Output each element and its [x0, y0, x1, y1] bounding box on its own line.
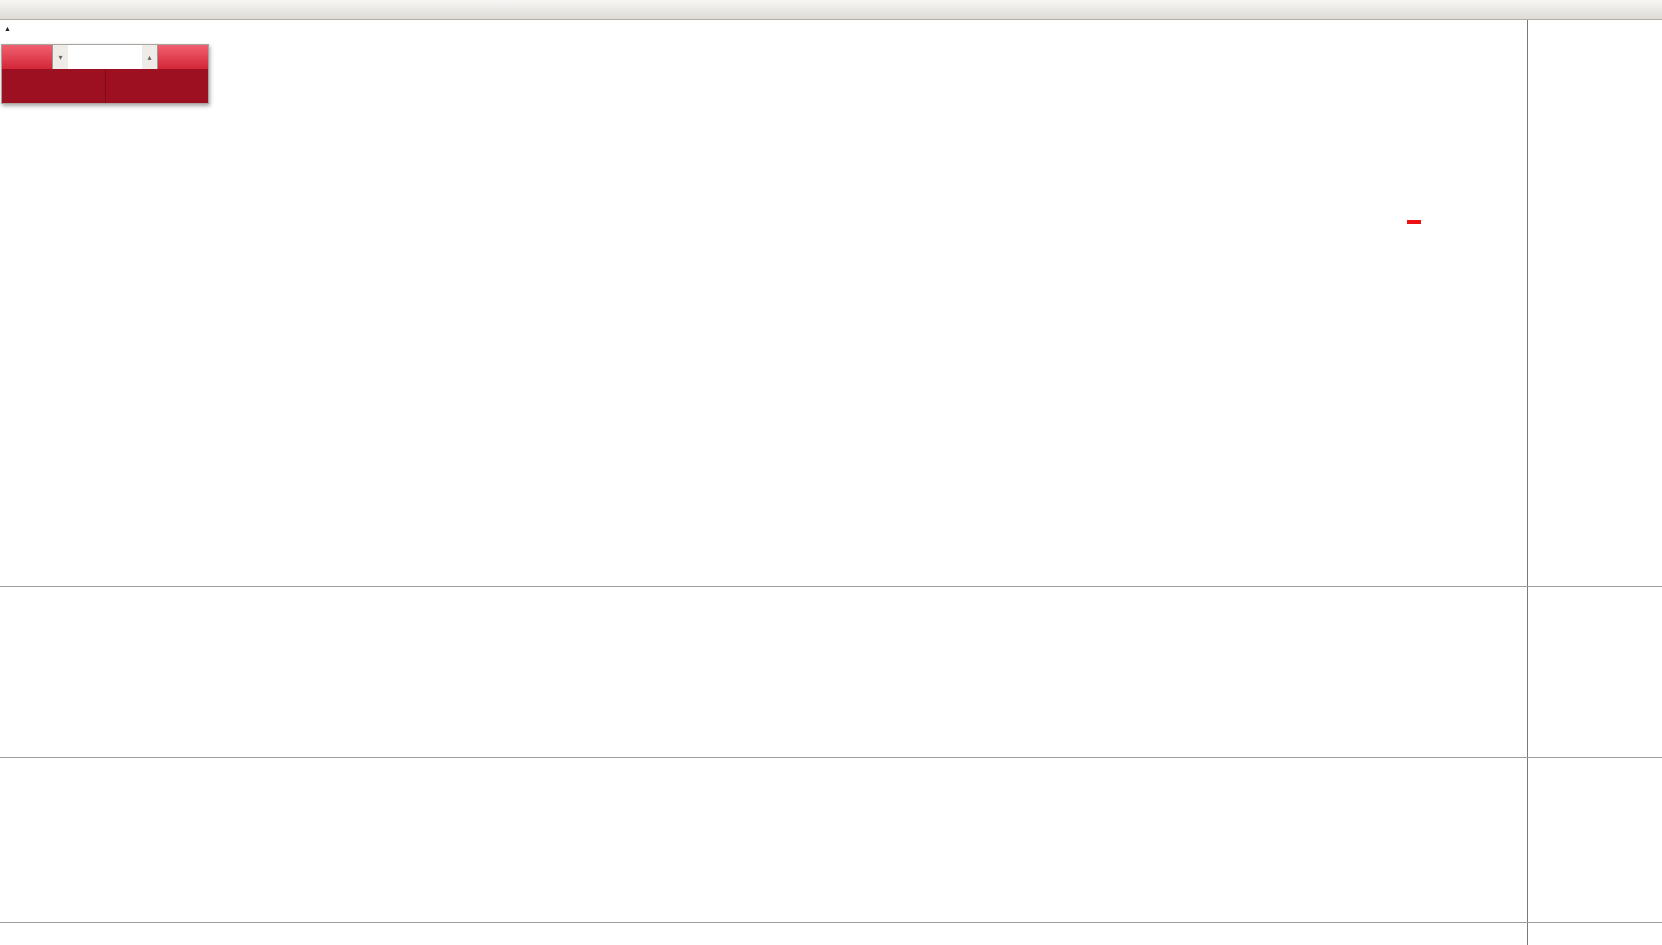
sell-price-display[interactable] [2, 69, 105, 103]
bid-ask-row [2, 69, 208, 103]
price-callout[interactable] [1407, 220, 1421, 224]
order-controls-row: ▾ ▴ [2, 45, 208, 69]
collapse-widget-icon[interactable]: ▲ [4, 26, 11, 33]
toolbar [0, 0, 1662, 20]
buy-button[interactable] [158, 45, 208, 69]
time-axis-separator [0, 922, 1662, 923]
macd-panel-separator[interactable] [0, 586, 1662, 587]
rsi-panel-separator[interactable] [0, 757, 1662, 758]
volume-increase-button[interactable]: ▴ [142, 45, 157, 69]
sell-button[interactable] [2, 45, 52, 69]
one-click-trading-widget: ▾ ▴ [1, 44, 209, 104]
volume-decrease-button[interactable]: ▾ [53, 45, 68, 69]
volume-input[interactable] [68, 45, 142, 69]
price-axis[interactable] [1527, 0, 1662, 945]
volume-stepper: ▾ ▴ [52, 45, 158, 69]
rsi-indicator-label [4, 760, 11, 771]
buy-price-display[interactable] [104, 69, 209, 103]
macd-indicator-label [4, 589, 18, 600]
chart-header: ▲ [4, 25, 22, 36]
